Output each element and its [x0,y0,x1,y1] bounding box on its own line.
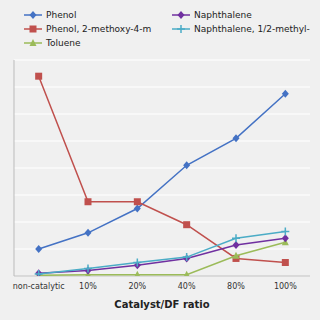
point-marker [35,245,42,253]
series-line [39,238,286,273]
point-marker [183,271,190,276]
x-tick-label: non-catalytic [13,282,65,291]
point-marker [183,161,190,169]
legend-label: Toluene [45,38,81,48]
legend-item: Phenol, 2-methoxy-4-m [24,24,151,34]
series-line [39,231,286,274]
series-line [39,76,286,262]
legend: Phenol Phenol, 2-methoxy-4-m Toluene Naphth… [24,10,310,48]
point-marker [35,73,42,80]
point-marker [133,259,141,267]
legend-label: Naphthalene [194,10,252,20]
grid-line [14,140,310,141]
point-marker [233,134,240,142]
grid-line [14,167,310,168]
legend-item: Phenol [24,10,76,20]
legend-item: Toluene [24,38,81,48]
legend-label: Naphthalene, 1/2-methyl- [194,24,310,34]
legend-item: Naphthalene, 1/2-methyl- [172,24,310,34]
x-axis-label: Catalyst/DF ratio [114,299,209,310]
point-marker [282,90,289,98]
point-marker [35,269,42,276]
y-axis-line [14,60,15,276]
legend-label: Phenol, 2-methoxy-4-m [46,24,151,34]
legend-label: Phenol [46,10,76,20]
point-marker [232,234,240,242]
x-tick-label: 40% [178,282,196,291]
legend-item: Naphthalene [172,10,252,20]
grid-line [14,59,310,60]
x-tick-label: 10% [79,282,97,291]
point-marker [134,198,141,205]
grid [14,60,310,276]
point-marker [281,227,289,235]
series [35,73,289,266]
legend-swatch-marker [30,39,37,46]
background [0,0,320,320]
point-marker [84,265,92,273]
chart-svg: non-catalytic 10% 20% 40% 80% 100% Catalyst/DF… [0,0,320,320]
grid-line [14,221,310,222]
legend-swatch-marker [30,11,37,19]
x-tick-label: 80% [227,282,245,291]
grid-line [14,113,310,114]
x-tick-label: 20% [128,282,146,291]
legend-swatch-marker [30,26,37,33]
x-tick-label: 100% [274,282,297,291]
chart-container: non-catalytic 10% 20% 40% 80% 100% Catalyst/DF… [0,0,320,320]
point-marker [183,221,190,228]
grid-line [14,248,310,249]
point-marker [134,271,141,276]
point-marker [233,252,240,259]
legend-swatch-marker [178,11,185,19]
point-marker [35,270,43,276]
point-marker [183,253,191,261]
legend-swatch-marker [177,25,185,33]
grid-line [14,86,310,87]
grid-line [14,194,310,195]
series [35,227,290,276]
series [35,90,289,253]
point-marker [134,205,141,213]
point-marker [85,229,92,237]
point-marker [282,259,289,266]
plot-area [35,73,290,276]
point-marker [85,198,92,205]
